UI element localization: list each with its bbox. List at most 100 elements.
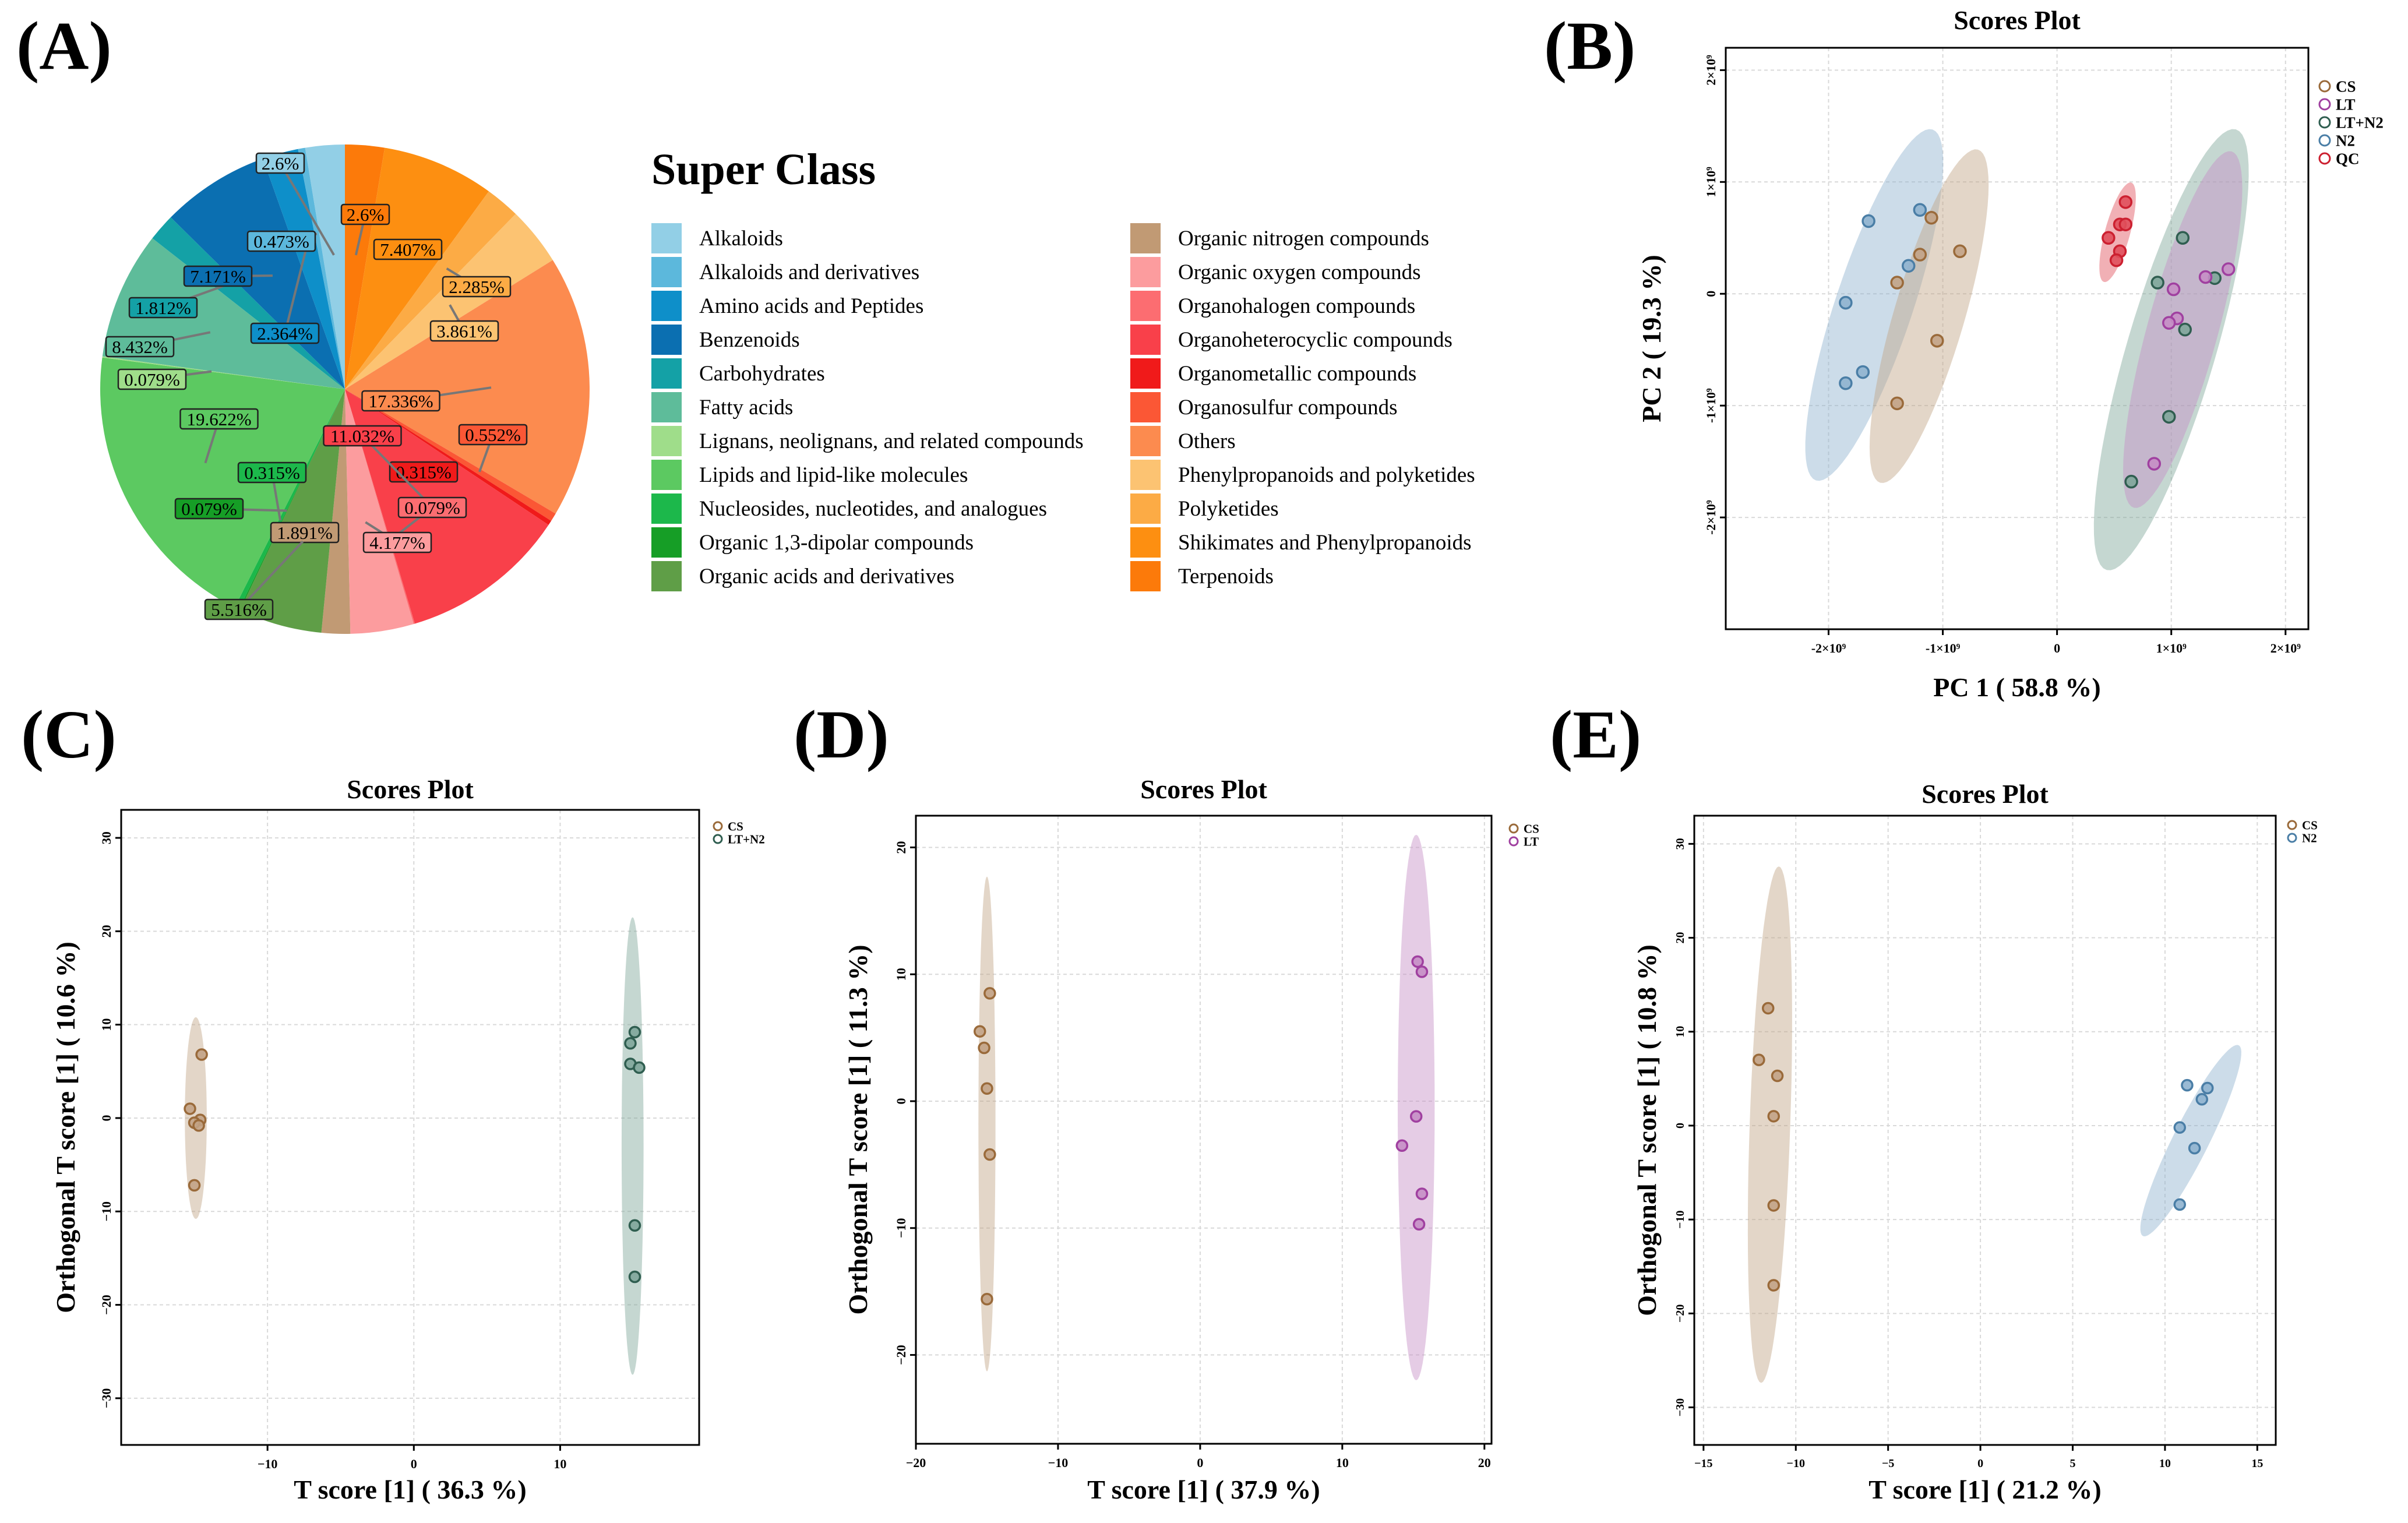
pie-slice-organic-nitrogen-compounds <box>321 389 351 634</box>
x-tick-label: 0 <box>1197 1455 1203 1470</box>
x-tick-label: −10 <box>1048 1455 1069 1470</box>
legend-label-alkaloids: Alkaloids <box>699 227 783 251</box>
y-tick-label: −10 <box>894 1218 908 1239</box>
y-tick-label: 20 <box>1674 932 1687 944</box>
data-point-lt <box>1395 1139 1409 1152</box>
data-point-cs <box>983 987 996 1000</box>
data-point-cs <box>1761 1002 1775 1015</box>
pie-data-label-box <box>270 521 340 544</box>
data-point-lt <box>2198 270 2213 284</box>
data-point-cs <box>974 1025 986 1038</box>
panel-label-c: (C) <box>21 696 117 773</box>
legend-swatch-organic-nitrogen-compounds <box>1130 223 1161 253</box>
data-point-lt <box>2147 457 2162 471</box>
data-point-cs <box>1890 396 1904 411</box>
pie-slice-organometallic-compounds <box>345 389 552 525</box>
legend-marker-cs <box>2287 820 2297 830</box>
data-point-lt-n2 <box>628 1025 641 1039</box>
plot-frame <box>120 809 700 1446</box>
y-tick-label: −20 <box>1674 1305 1687 1323</box>
data-point-qc <box>2109 253 2124 267</box>
legend-swatch-organosulfur-compounds <box>1130 392 1161 422</box>
pie-leader-line <box>284 248 308 334</box>
legend-label-organohalogen-compounds: Organohalogen compounds <box>1178 294 1415 318</box>
pie-data-label: 17.336% <box>368 391 433 411</box>
pie-data-label-box <box>429 320 499 342</box>
y-axis-label: Orthogonal T score [1] ( 10.6 %) <box>51 942 80 1313</box>
pie-data-label: 19.622% <box>186 409 251 429</box>
legend-label-organic-nitrogen-compounds: Organic nitrogen compounds <box>1178 227 1429 251</box>
data-point-lt <box>1415 1187 1429 1200</box>
pca-scores-plot: Scores Plot -2×10⁹ -1×10⁹ 0 1×10⁹ 2×10⁹ -2×10⁹… <box>1637 5 2384 702</box>
y-tick-label: -2×10⁹ <box>1704 500 1718 535</box>
legend-label-others: Others <box>1178 429 1236 453</box>
x-tick-label: -1×10⁹ <box>1926 641 1961 655</box>
legend-label-polyketides: Polyketides <box>1178 497 1279 521</box>
data-point-lt-n2 <box>2124 474 2138 489</box>
legend-swatch-polyketides <box>1130 493 1161 524</box>
legend-label-benzenoids: Benzenoids <box>699 328 800 352</box>
y-tick-label: -1×10⁹ <box>1704 388 1718 423</box>
pie-data-label: 7.171% <box>190 266 246 287</box>
data-point-cs <box>1753 1053 1765 1066</box>
legend-label-amino-acids-and-peptides: Amino acids and Peptides <box>699 294 923 318</box>
y-tick-label: −20 <box>894 1345 908 1365</box>
opls-da-cs-vs-n2: Scores Plot −15 −10 −5 0 5 10 15 −30 −20 −10 0 10 20 3… <box>1632 779 2318 1504</box>
legend-swatch-shikimates-and-phenylpropanoids <box>1130 527 1161 558</box>
pie-data-label: 7.407% <box>380 239 436 260</box>
y-tick-label: 10 <box>1674 1026 1687 1038</box>
x-tick-label: 10 <box>2159 1457 2171 1470</box>
pie-data-label-box <box>458 424 528 446</box>
panel-label-d: (D) <box>794 696 889 773</box>
legend-title: Super Class <box>651 145 876 194</box>
x-axis-label: T score [1] ( 37.9 %) <box>1087 1475 1320 1504</box>
x-tick-label: −10 <box>258 1457 278 1471</box>
x-tick-label: 0 <box>1977 1457 1983 1470</box>
pie-slice-alkaloids-and-derivatives <box>298 147 345 389</box>
data-point-lt-n2 <box>628 1270 641 1284</box>
pie-data-label-box <box>246 230 316 252</box>
pie-slice-carbohydrates <box>152 217 345 389</box>
pie-data-label-box <box>179 408 259 430</box>
data-point-n2 <box>1861 214 1875 228</box>
pie-slice-alkaloids <box>305 144 345 389</box>
legend-label-fatty-acids: Fatty acids <box>699 396 793 419</box>
data-point-lt-n2 <box>633 1061 646 1074</box>
legend-label-qc: QC <box>2336 150 2360 167</box>
data-point-cs <box>983 1148 996 1161</box>
data-point-n2 <box>1856 365 1870 379</box>
data-point-cs <box>981 1292 993 1306</box>
pie-slice-organic-acids-and-derivatives <box>239 389 345 633</box>
pie-slice-nucleosides-nucleotides-and-analogues <box>234 389 345 610</box>
x-tick-label: 0 <box>411 1457 417 1471</box>
y-axis-label: Orthogonal T score [1] ( 11.3 %) <box>843 944 873 1314</box>
legend-label-n2: N2 <box>2336 132 2355 149</box>
panel-label-a: (A) <box>16 8 112 84</box>
confidence-ellipse-lt <box>1398 834 1435 1381</box>
pie-data-label: 0.079% <box>181 499 237 519</box>
data-point-cs <box>188 1179 201 1192</box>
legend-label-nucleosides-nucleotides-and-analogues: Nucleosides, nucleotides, and analogues <box>699 497 1047 521</box>
legend-marker-cs <box>2318 80 2331 93</box>
data-point-lt <box>1412 1218 1426 1231</box>
pie-data-label-box <box>340 203 390 225</box>
data-point-lt <box>2162 316 2176 330</box>
legend-label-lignans-neolignans-and-related-compounds: Lignans, neolignans, and related compoun… <box>699 429 1084 453</box>
y-tick-label: 10 <box>99 1018 114 1031</box>
legend-marker-n2 <box>2287 833 2297 843</box>
pie-data-label: 11.032% <box>330 426 394 446</box>
pie-data-label-box <box>389 461 459 483</box>
pie-data-label-box <box>361 390 440 412</box>
data-point-lt-n2 <box>2176 231 2190 245</box>
pie-data-label-box <box>117 368 187 390</box>
x-tick-label: −15 <box>1694 1457 1712 1470</box>
legend-label-lipids-and-lipid-like-molecules: Lipids and lipid-like molecules <box>699 463 968 487</box>
legend-swatch-amino-acids-and-peptides <box>651 291 682 321</box>
pie-leader-line <box>238 540 304 611</box>
x-tick-label: −5 <box>1882 1457 1894 1470</box>
x-tick-label: 20 <box>1478 1455 1491 1470</box>
data-point-lt <box>1415 965 1429 978</box>
pie-data-label-box <box>373 238 443 260</box>
data-point-n2 <box>2181 1078 2194 1092</box>
y-tick-label: −10 <box>1674 1210 1687 1228</box>
